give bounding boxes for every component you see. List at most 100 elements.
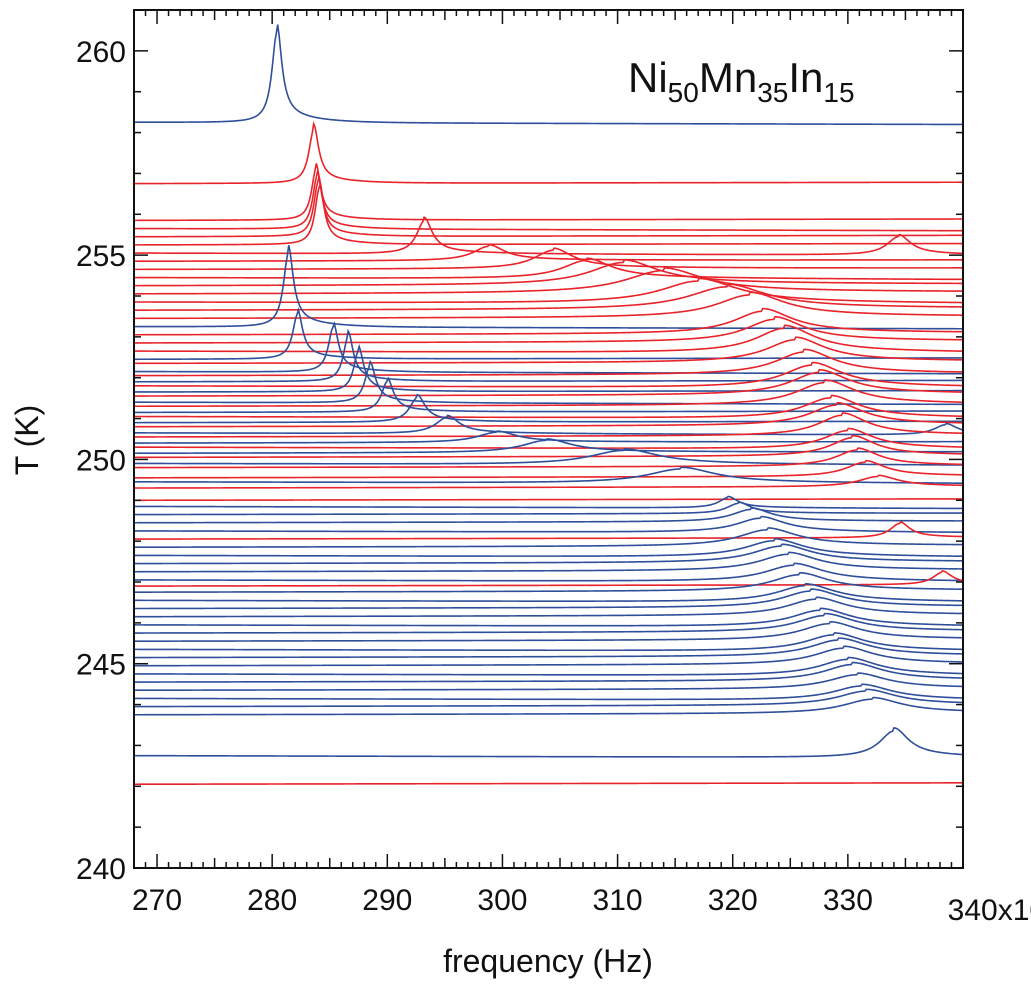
- trace-heating-10: [134, 258, 963, 287]
- trace-heating-11: [134, 267, 963, 295]
- trace-cooling-25: [134, 343, 963, 393]
- y-tick-label: 260: [76, 36, 126, 69]
- trace-heating-36: [134, 427, 963, 449]
- x-tick-label: 320: [708, 884, 758, 917]
- x-tick-label: 300: [477, 884, 527, 917]
- trace-cooling-0: [134, 24, 963, 126]
- trace-cooling-63: [134, 632, 963, 652]
- y-axis-label: T (K): [9, 405, 45, 476]
- trace-cooling-67: [134, 661, 963, 683]
- trace-heating-44: [134, 498, 963, 502]
- trace-cooling-29: [134, 376, 963, 414]
- trace-cooling-71: [134, 696, 963, 716]
- annotation-element: Mn: [699, 54, 757, 101]
- trace-cooling-21: [134, 320, 963, 375]
- trace-heating-26: [134, 368, 963, 397]
- trace-heating-13: [134, 283, 963, 311]
- trace-heating-24: [134, 361, 963, 388]
- trace-cooling-57: [134, 582, 963, 602]
- trace-cooling-56: [134, 571, 963, 593]
- trace-cooling-52: [134, 543, 963, 565]
- x-tick-label: 310: [593, 884, 643, 917]
- trace-heating-28: [134, 379, 963, 408]
- trace-heating-40: [134, 447, 963, 469]
- trace-cooling-70: [134, 688, 963, 708]
- trace-cooling-48: [134, 515, 963, 534]
- trace-cooling-61: [134, 612, 963, 634]
- trace-heating-14: [134, 291, 963, 320]
- trace-cooling-58: [134, 588, 963, 610]
- trace-cooling-51: [134, 537, 963, 558]
- trace-heating-73: [134, 782, 963, 786]
- annotation-element: Ni: [628, 54, 668, 101]
- trace-heating-38: [134, 434, 963, 459]
- trace-heating-4: [134, 176, 963, 238]
- y-tick-label: 245: [76, 649, 126, 682]
- trace-cooling-42: [134, 466, 963, 484]
- trace-heating-41: [134, 459, 963, 479]
- trace-cooling-15: [134, 245, 963, 330]
- trace-cooling-45: [134, 495, 963, 510]
- trace-cooling-46: [134, 501, 963, 516]
- trace-heating-30: [134, 394, 963, 419]
- annotation-subscript: 50: [668, 77, 699, 108]
- trace-heating-16: [134, 307, 963, 336]
- trace-cooling-31: [134, 393, 963, 424]
- traces-layer: [134, 24, 963, 786]
- trace-heating-18: [134, 324, 963, 353]
- y-tick-label: 255: [76, 240, 126, 273]
- annotation-subscript: 35: [757, 77, 788, 108]
- trace-cooling-50: [134, 527, 963, 549]
- annotation-element: In: [788, 54, 823, 101]
- trace-cooling-54: [134, 562, 963, 582]
- trace-cooling-59: [134, 596, 963, 618]
- trace-heating-2: [134, 163, 963, 222]
- trace-cooling-62: [134, 620, 963, 642]
- x-tick-label: 340x103: [948, 884, 1031, 927]
- trace-heating-3: [134, 170, 963, 232]
- x-axis-label: frequency (Hz): [443, 943, 653, 979]
- x-tick-label: 280: [247, 884, 297, 917]
- trace-heating-5: [134, 183, 963, 246]
- trace-cooling-27: [134, 359, 963, 406]
- trace-heating-32: [134, 401, 963, 428]
- ticks-layer: [133, 9, 964, 869]
- trace-cooling-33: [134, 414, 963, 436]
- annotation-subscript: 15: [823, 77, 854, 108]
- x-multiplier-label: x10: [998, 894, 1031, 927]
- trace-cooling-64: [134, 637, 963, 659]
- trace-cooling-35: [134, 430, 963, 444]
- trace-cooling-19: [134, 307, 963, 361]
- trace-cooling-69: [134, 683, 963, 701]
- y-tick-label: 250: [76, 444, 126, 477]
- trace-cooling-66: [134, 656, 963, 676]
- trace-heating-7: [134, 243, 963, 263]
- trace-cooling-72: [134, 726, 963, 758]
- trace-cooling-60: [134, 607, 963, 627]
- trace-cooling-68: [134, 672, 963, 692]
- y-tick-label: 240: [76, 853, 126, 886]
- trace-cooling-65: [134, 645, 963, 667]
- trace-heating-8: [134, 247, 963, 271]
- trace-cooling-37: [134, 438, 963, 455]
- trace-heating-1: [134, 120, 963, 185]
- trace-heating-34: [134, 412, 963, 438]
- trace-cooling-47: [134, 507, 963, 524]
- x-tick-label: 270: [132, 884, 182, 917]
- trace-heating-20: [134, 336, 963, 365]
- trace-heating-17: [134, 315, 963, 344]
- x-tick-label: 290: [362, 884, 412, 917]
- trace-heating-22: [134, 348, 963, 377]
- trace-heating-6: [134, 216, 963, 256]
- x-tick-label: 330: [823, 884, 873, 917]
- trace-heating-12: [134, 277, 963, 304]
- trace-heating-55: [134, 570, 963, 587]
- sample-composition-annotation: Ni50Mn35In15: [628, 54, 855, 108]
- tick-labels-layer: 270 280 290 300 310 320 330 340x103 240 245 250 255…: [76, 36, 1031, 927]
- trace-cooling-39: [134, 447, 963, 466]
- trace-heating-43: [134, 474, 963, 489]
- trace-heating-49: [134, 521, 963, 540]
- trace-heating-9: [134, 257, 963, 281]
